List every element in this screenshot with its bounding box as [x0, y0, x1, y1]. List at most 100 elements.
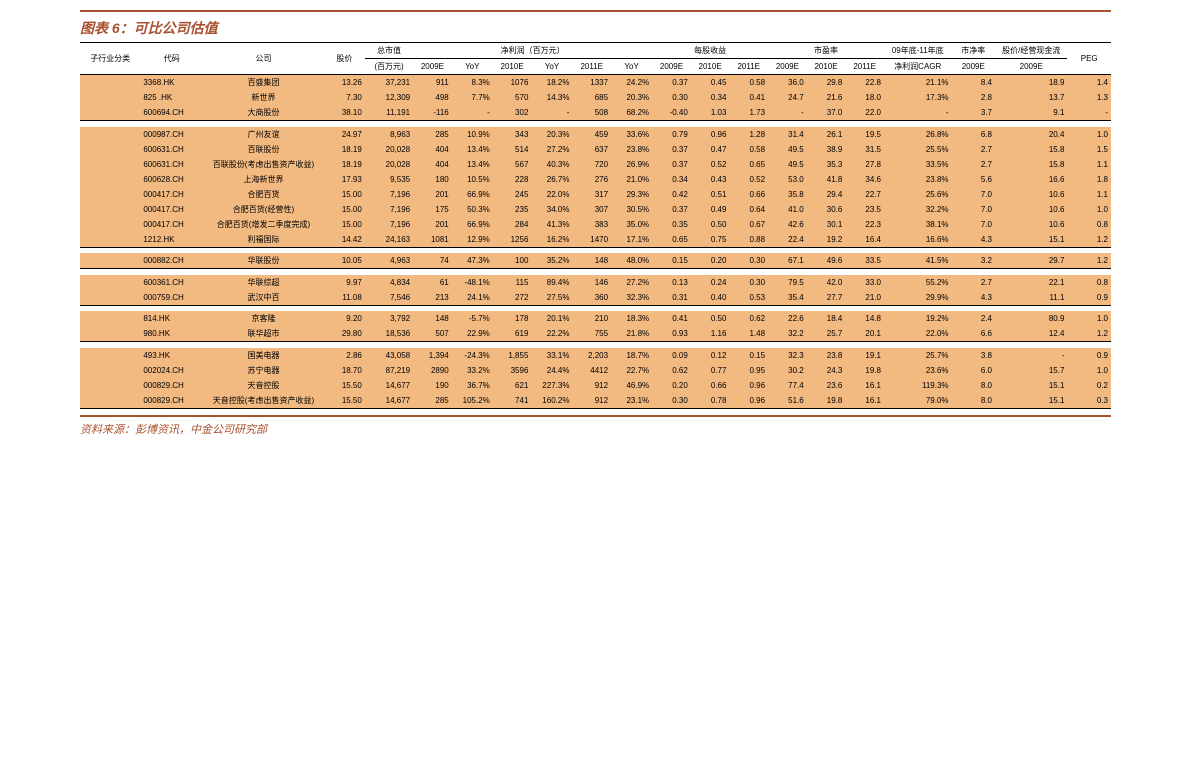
cell-yoy09: -24.3% — [452, 348, 493, 363]
cell-peg: 0.8 — [1067, 217, 1111, 232]
cell-np10: 302 — [493, 105, 532, 121]
cell-np09: 1081 — [413, 232, 452, 248]
cell-np09: 180 — [413, 172, 452, 187]
cell-pe09: 22.6 — [768, 311, 807, 326]
cell-pe09: 30.2 — [768, 363, 807, 378]
cell-pe11: 16.1 — [845, 393, 884, 409]
th-mktcap: 总市值 — [365, 43, 413, 59]
cell-name: 华联股份 — [203, 253, 324, 269]
table-body: 3368.HK百盛集团13.2637,2319118.3%107618.2%13… — [80, 75, 1111, 409]
cell-mktcap: 43,058 — [365, 348, 413, 363]
cell-eps11: 0.64 — [729, 202, 768, 217]
th-sector: 子行业分类 — [80, 43, 140, 75]
cell-pe11: 16.4 — [845, 232, 884, 248]
cell-mktcap: 37,231 — [365, 75, 413, 91]
cell-yoy11: 17.1% — [611, 232, 652, 248]
cell-np09: 175 — [413, 202, 452, 217]
cell-np11: 146 — [572, 275, 611, 290]
cell-pe11: 20.1 — [845, 326, 884, 342]
cell-pe11: 22.8 — [845, 75, 884, 91]
cell-np11: 383 — [572, 217, 611, 232]
th-eps-0: 2009E — [652, 59, 691, 75]
table-row: 814.HK京客隆9.203,792148-5.7%17820.1%21018.… — [80, 311, 1111, 326]
cell-np11: 307 — [572, 202, 611, 217]
th-np-2: 2010E — [493, 59, 532, 75]
cell-eps11: 0.67 — [729, 217, 768, 232]
cell-pb: 2.8 — [952, 90, 995, 105]
cell-price: 7.30 — [324, 90, 365, 105]
cell-peg: 0.2 — [1067, 378, 1111, 393]
th-np-5: YoY — [611, 59, 652, 75]
cell-code: 000417.CH — [140, 187, 203, 202]
cell-yoy11: 23.8% — [611, 142, 652, 157]
cell-np09: 74 — [413, 253, 452, 269]
cell-sector — [80, 393, 140, 409]
cell-eps09: 0.65 — [652, 232, 691, 248]
cell-price: 15.00 — [324, 187, 365, 202]
cell-np11: 4412 — [572, 363, 611, 378]
cell-pe09: 41.0 — [768, 202, 807, 217]
cell-price: 11.08 — [324, 290, 365, 306]
cell-cagr: 22.0% — [884, 326, 952, 342]
cell-np11: 2,203 — [572, 348, 611, 363]
valuation-table: 子行业分类 代码 公司 股价 总市值 净利润（百万元） 每股收益 市盈率 09年… — [80, 42, 1111, 409]
cell-sector — [80, 378, 140, 393]
cell-pe10: 49.6 — [807, 253, 846, 269]
cell-sector — [80, 90, 140, 105]
cell-eps09: 0.35 — [652, 217, 691, 232]
cell-mktcap: 7,546 — [365, 290, 413, 306]
table-row: 000987.CH广州友谊24.978,96328510.9%34320.3%4… — [80, 127, 1111, 142]
cell-name: 武汉中百 — [203, 290, 324, 306]
cell-pe11: 21.0 — [845, 290, 884, 306]
cell-pcf: 13.7 — [995, 90, 1067, 105]
cell-sector — [80, 217, 140, 232]
th-price: 股价 — [324, 43, 365, 75]
cell-sector — [80, 157, 140, 172]
cell-yoy09: 66.9% — [452, 187, 493, 202]
table-row: 980.HK联华超市29.8018,53650722.9%61922.2%755… — [80, 326, 1111, 342]
cell-pcf: 80.9 — [995, 311, 1067, 326]
cell-yoy11: 30.5% — [611, 202, 652, 217]
cell-name: 京客隆 — [203, 311, 324, 326]
cell-yoy11: 21.0% — [611, 172, 652, 187]
cell-cagr: 32.2% — [884, 202, 952, 217]
cell-cagr: 79.0% — [884, 393, 952, 409]
table-row: 000417.CH合肥百货(经营性)15.007,19617550.3%2353… — [80, 202, 1111, 217]
cell-peg: - — [1067, 105, 1111, 121]
cell-pe09: 49.5 — [768, 142, 807, 157]
cell-yoy11: 32.3% — [611, 290, 652, 306]
cell-peg: 1.0 — [1067, 311, 1111, 326]
cell-yoy11: 27.2% — [611, 275, 652, 290]
cell-pb: 4.3 — [952, 290, 995, 306]
cell-np10: 570 — [493, 90, 532, 105]
cell-np10: 100 — [493, 253, 532, 269]
cell-price: 2.86 — [324, 348, 365, 363]
cell-pe10: 23.6 — [807, 378, 846, 393]
cell-pb: 7.0 — [952, 202, 995, 217]
cell-eps11: 0.65 — [729, 157, 768, 172]
cell-name: 利福国际 — [203, 232, 324, 248]
cell-pe09: 77.4 — [768, 378, 807, 393]
cell-pcf: 20.4 — [995, 127, 1067, 142]
cell-pcf: 9.1 — [995, 105, 1067, 121]
cell-name: 国美电器 — [203, 348, 324, 363]
cell-price: 38.10 — [324, 105, 365, 121]
cell-cagr: 119.3% — [884, 378, 952, 393]
cell-sector — [80, 275, 140, 290]
cell-code: 493.HK — [140, 348, 203, 363]
cell-name: 苏宁电器 — [203, 363, 324, 378]
th-pcf-col: 2009E — [995, 59, 1067, 75]
cell-yoy10: 24.4% — [531, 363, 572, 378]
table-row: 825 .HK新世界7.3012,3094987.7%57014.3%68520… — [80, 90, 1111, 105]
cell-pcf: 29.7 — [995, 253, 1067, 269]
footer-bar: 资料来源：彭博资讯，中金公司研究部 — [80, 415, 1111, 437]
cell-pe10: 29.4 — [807, 187, 846, 202]
cell-pb: 3.8 — [952, 348, 995, 363]
cell-yoy09: 47.3% — [452, 253, 493, 269]
cell-pe09: 51.6 — [768, 393, 807, 409]
cell-eps11: 0.30 — [729, 275, 768, 290]
cell-pe09: 32.2 — [768, 326, 807, 342]
cell-pe10: 30.1 — [807, 217, 846, 232]
cell-name: 百联股份(考虑出售资产收益) — [203, 157, 324, 172]
cell-np11: 276 — [572, 172, 611, 187]
